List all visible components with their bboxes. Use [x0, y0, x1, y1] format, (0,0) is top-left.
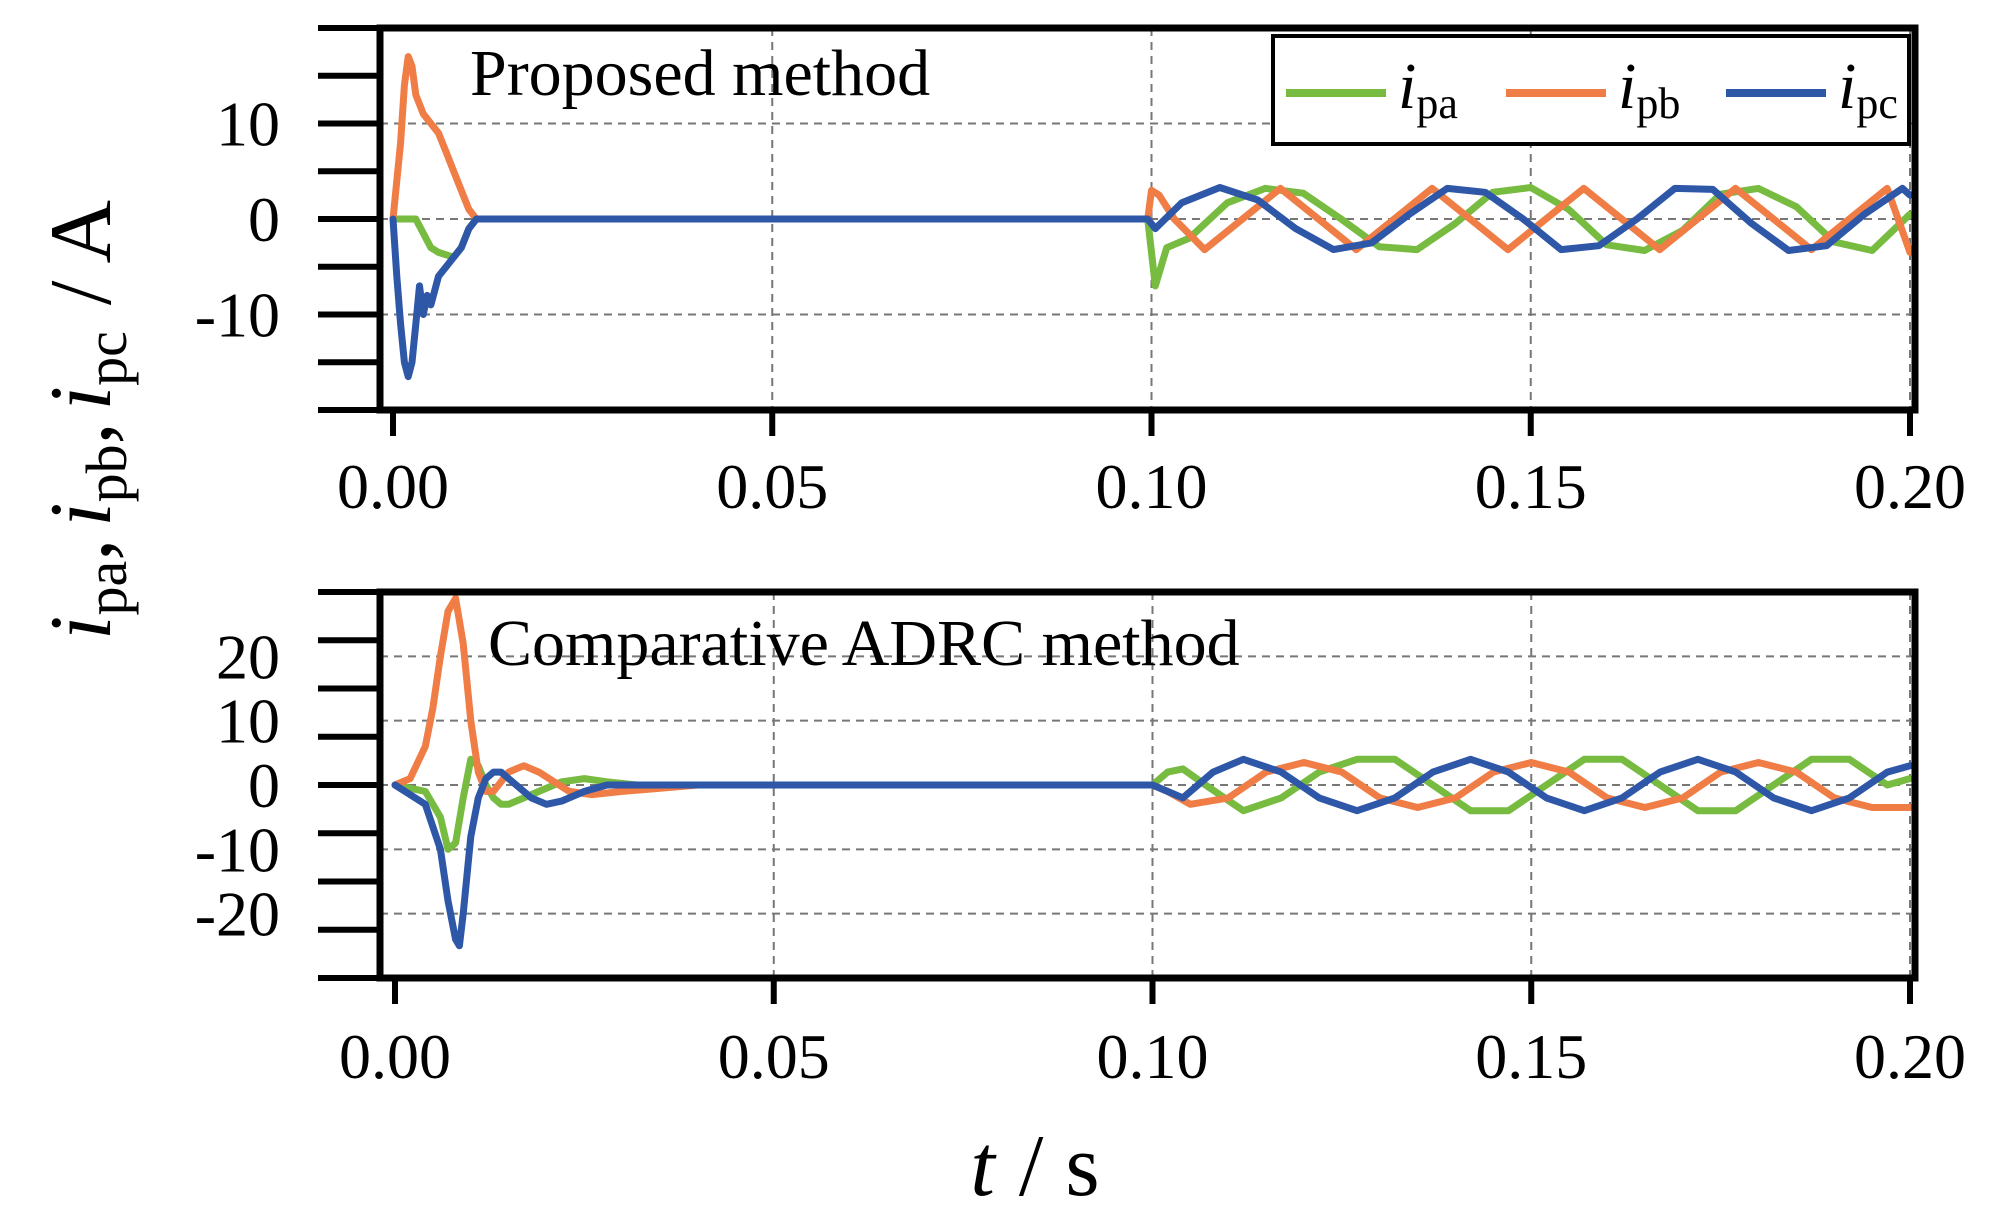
legend-label-pc: ipc [1838, 50, 1898, 128]
legend-label-pa: ipa [1398, 50, 1458, 128]
x-title-t: t [970, 1118, 997, 1215]
panel-title: Proposed method [470, 37, 930, 110]
series-line-ipb [389, 53, 1914, 256]
x-tick-label: 0.00 [337, 451, 449, 522]
y-tick-label: 10 [216, 686, 280, 757]
x-tick-label: 0.05 [716, 451, 828, 522]
series-line-ipc [391, 755, 1914, 950]
x-tick-label: 0.10 [1096, 451, 1208, 522]
y-title-sub-b: pb [74, 444, 139, 502]
svg-text:ipa,ipb,ipc/ A: ipa,ipb,ipc/ A [33, 200, 139, 640]
y-title-sub-a: pa [74, 561, 139, 616]
x-tick-label: 0.20 [1854, 451, 1966, 522]
y-tick-label: -10 [195, 280, 280, 351]
x-tick-label: 0.15 [1475, 1021, 1587, 1092]
y-title-sub-c: pc [74, 331, 139, 386]
legend: ipa ipb ipc [1271, 34, 1911, 146]
y-tick-label: 0 [248, 750, 280, 821]
y-title-i-c: i [33, 386, 130, 410]
y-title-comma-2: , [33, 422, 130, 444]
y-title-comma-1: , [33, 539, 130, 561]
panel-title: Comparative ADRC method [488, 607, 1240, 680]
x-tick-label: 0.00 [339, 1021, 451, 1092]
x-title-unit: / s [1019, 1118, 1100, 1215]
y-title-unit: / A [33, 200, 130, 305]
x-tick-label: 0.10 [1097, 1021, 1209, 1092]
y-tick-label: 10 [216, 89, 280, 160]
x-axis-title: t / s [970, 1118, 1099, 1215]
legend-label-pb: ipb [1618, 50, 1680, 128]
y-tick-label: -10 [195, 814, 280, 885]
y-title-i-b: i [33, 502, 130, 526]
y-tick-label: -20 [195, 879, 280, 950]
y-axis-title: ipa,ipb,ipc/ A [33, 200, 139, 640]
x-tick-label: 0.20 [1854, 1021, 1966, 1092]
y-tick-label: 0 [248, 184, 280, 255]
series-line-ipc [389, 184, 1914, 381]
y-tick-label: 20 [216, 621, 280, 692]
x-tick-label: 0.15 [1475, 451, 1587, 522]
y-title-i-a: i [33, 616, 130, 640]
panel-proposed: 10 0 -10 0.00 0.05 0.10 0.15 0.20 Proposed metho… [195, 24, 1966, 522]
x-tick-label: 0.05 [718, 1021, 830, 1092]
